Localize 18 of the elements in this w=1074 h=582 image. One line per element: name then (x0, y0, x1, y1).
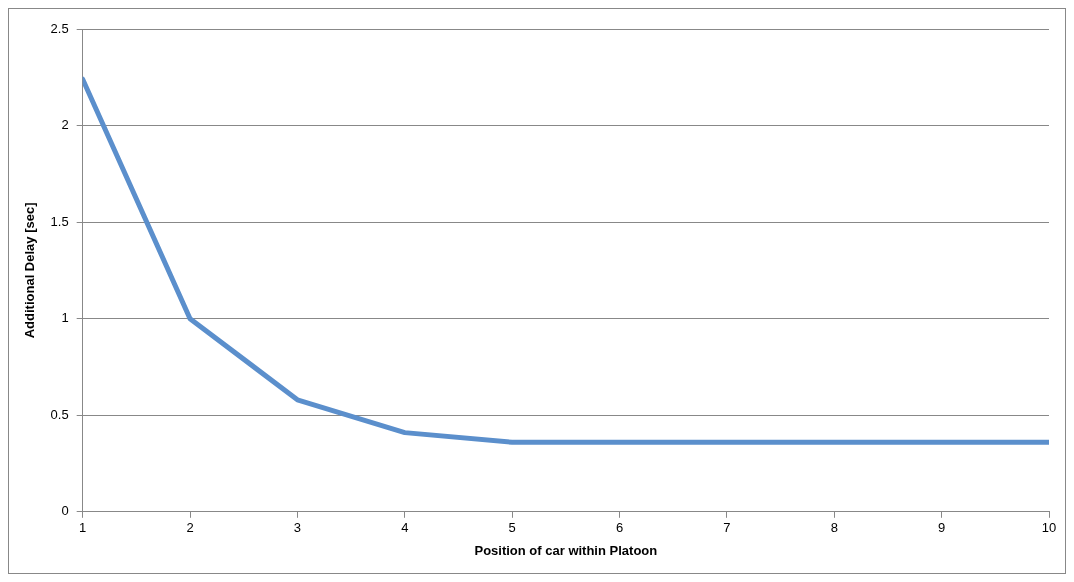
y-tick-label: 1 (61, 310, 69, 326)
x-tick-label: 3 (293, 520, 302, 536)
x-tick-label: 4 (401, 520, 409, 536)
x-tick-label: 2 (186, 520, 194, 536)
y-tick-label: 0 (61, 503, 69, 519)
y-tick-label: 2.5 (50, 20, 69, 36)
x-tick-label: 5 (508, 520, 516, 536)
y-tick-label: 0.5 (50, 406, 69, 422)
x-tick-label: 10 (1041, 520, 1057, 536)
x-tick-label: 1 (79, 520, 87, 536)
x-tick-label: 8 (830, 520, 838, 536)
x-axis-title: Position of car within Platoon (474, 542, 658, 558)
y-tick-label: 2 (61, 117, 69, 133)
y-tick-label: 1.5 (50, 213, 69, 229)
y-axis-title: Additional Delay [sec] (22, 202, 38, 339)
x-tick-label: 7 (723, 520, 731, 536)
x-tick-label: 6 (615, 520, 624, 536)
x-tick-label: 9 (938, 520, 946, 536)
